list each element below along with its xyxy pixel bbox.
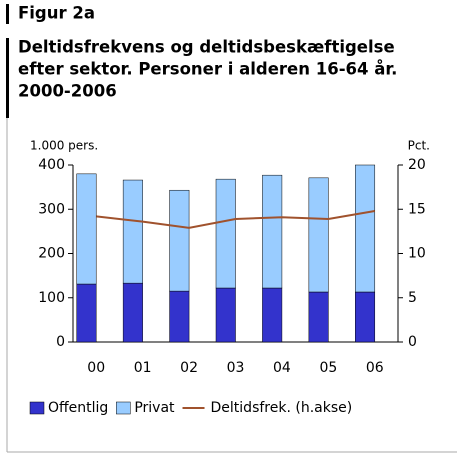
- chart-title: 2000-2006: [18, 82, 117, 101]
- bar: [355, 291, 376, 343]
- bar: [262, 287, 283, 343]
- bar: [76, 173, 97, 285]
- y2-tick-label: 0: [408, 334, 417, 350]
- bar: [122, 282, 143, 343]
- legend-label: Deltidsfrek. (h.akse): [211, 400, 353, 416]
- x-tick-label: 04: [273, 360, 291, 376]
- chart-title: efter sektor. Personer i alderen 16-64 å…: [18, 60, 397, 79]
- legend-label: Offentlig: [48, 400, 108, 416]
- y2-axis-label: Pct.: [408, 139, 430, 153]
- bar: [262, 174, 283, 289]
- bar: [355, 164, 376, 293]
- bar: [308, 177, 329, 293]
- y2-tick-label: 15: [408, 201, 426, 217]
- x-tick-label: 03: [227, 360, 245, 376]
- bar: [76, 283, 97, 343]
- y-tick-label: 0: [56, 334, 65, 350]
- y-tick-label: 400: [38, 157, 65, 173]
- bar: [308, 291, 329, 343]
- figure-label: Figur 2a: [18, 4, 95, 23]
- bar: [122, 179, 143, 284]
- x-tick-label: 00: [87, 360, 105, 376]
- x-tick-label: 02: [180, 360, 198, 376]
- bar: [215, 287, 236, 343]
- line: [96, 210, 375, 229]
- bar: [169, 290, 190, 343]
- x-tick-label: 06: [366, 360, 384, 376]
- y2-tick-label: 10: [408, 246, 426, 262]
- label-bar: [6, 4, 9, 24]
- title-bar: [6, 38, 9, 118]
- legend-swatch: [116, 401, 131, 415]
- y2-tick-label: 20: [408, 157, 426, 173]
- legend-swatch: [29, 401, 45, 415]
- legend-label: Privat: [134, 400, 175, 416]
- bar: [169, 189, 190, 292]
- x-tick-label: 01: [134, 360, 152, 376]
- y2-tick-label: 5: [408, 290, 417, 306]
- y-tick-label: 300: [38, 201, 65, 217]
- y-tick-label: 100: [38, 290, 65, 306]
- bar: [215, 178, 236, 289]
- chart-title: Deltidsfrekvens og deltidsbeskæftigelse: [18, 38, 395, 57]
- y-tick-label: 200: [38, 246, 65, 262]
- y-axis-label: 1.000 pers.: [30, 139, 98, 153]
- x-tick-label: 05: [319, 360, 337, 376]
